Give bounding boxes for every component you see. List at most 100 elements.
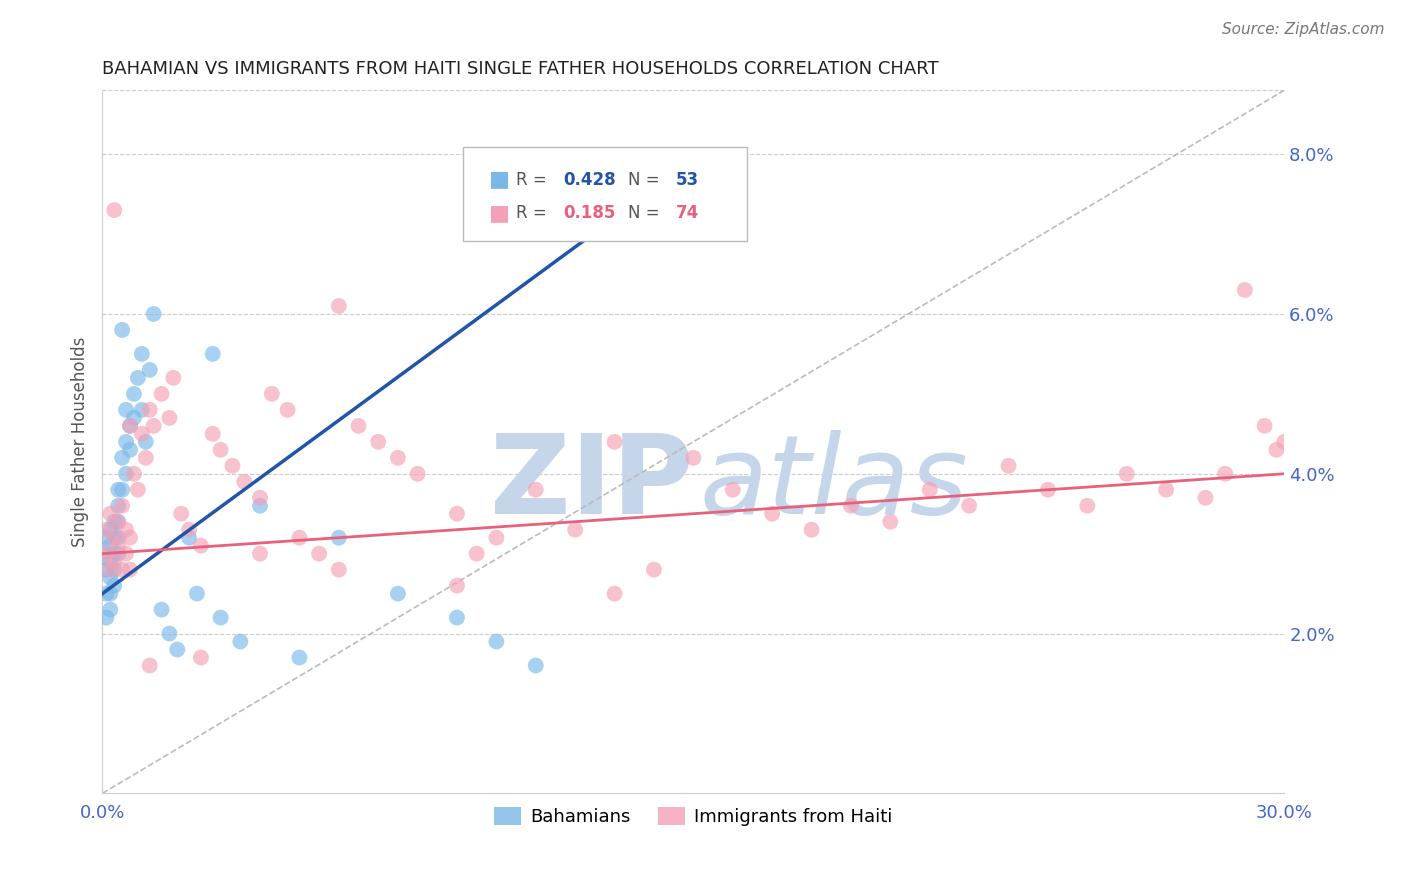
Point xyxy=(233,475,256,489)
Point xyxy=(135,434,157,449)
Point xyxy=(103,555,125,569)
Point xyxy=(277,402,299,417)
Point xyxy=(166,642,188,657)
Legend: Bahamians, Immigrants from Haiti: Bahamians, Immigrants from Haiti xyxy=(486,800,900,833)
Text: BAHAMIAN VS IMMIGRANTS FROM HAITI SINGLE FATHER HOUSEHOLDS CORRELATION CHART: BAHAMIAN VS IMMIGRANTS FROM HAITI SINGLE… xyxy=(103,60,939,78)
Text: R =: R = xyxy=(516,170,553,188)
Point xyxy=(157,626,180,640)
Point xyxy=(288,531,311,545)
Point xyxy=(328,299,350,313)
Point xyxy=(103,203,125,218)
Point xyxy=(118,418,141,433)
Point xyxy=(465,547,488,561)
Point xyxy=(111,450,134,465)
Text: 74: 74 xyxy=(676,204,699,222)
Point xyxy=(249,491,271,505)
Point xyxy=(209,442,232,457)
Point xyxy=(1233,283,1256,297)
Point xyxy=(96,586,118,600)
Point xyxy=(347,418,370,433)
Text: N =: N = xyxy=(628,170,665,188)
Point xyxy=(107,547,129,561)
Point xyxy=(1213,467,1236,481)
Point xyxy=(839,499,862,513)
Point xyxy=(103,531,125,545)
Point xyxy=(170,507,193,521)
Text: 0.185: 0.185 xyxy=(564,204,616,222)
Text: atlas: atlas xyxy=(699,431,967,538)
Point xyxy=(524,483,547,497)
Point xyxy=(96,563,118,577)
Point xyxy=(190,539,212,553)
Point xyxy=(157,410,180,425)
Point xyxy=(111,483,134,497)
Point xyxy=(190,650,212,665)
Point xyxy=(118,531,141,545)
Point xyxy=(98,571,121,585)
Point xyxy=(446,579,468,593)
Point xyxy=(957,499,980,513)
Text: ■: ■ xyxy=(489,203,510,223)
Text: ■: ■ xyxy=(489,169,510,190)
Point xyxy=(138,402,160,417)
Text: 53: 53 xyxy=(676,170,699,188)
FancyBboxPatch shape xyxy=(463,146,747,242)
Point xyxy=(111,499,134,513)
Point xyxy=(98,563,121,577)
Point xyxy=(107,499,129,513)
Point xyxy=(564,523,586,537)
Text: 0.428: 0.428 xyxy=(564,170,616,188)
Point xyxy=(1253,418,1275,433)
Point xyxy=(96,523,118,537)
Y-axis label: Single Father Households: Single Father Households xyxy=(72,336,89,547)
Point xyxy=(138,363,160,377)
Point xyxy=(186,586,208,600)
Point xyxy=(131,426,153,441)
Point xyxy=(127,371,149,385)
Point xyxy=(103,579,125,593)
Point xyxy=(201,347,224,361)
Point xyxy=(122,387,145,401)
Point xyxy=(96,547,118,561)
Point xyxy=(131,402,153,417)
Point xyxy=(1076,499,1098,513)
Point xyxy=(879,515,901,529)
Point xyxy=(387,586,409,600)
Point xyxy=(1154,483,1177,497)
Point xyxy=(308,547,330,561)
Point xyxy=(643,563,665,577)
Point xyxy=(162,371,184,385)
Point xyxy=(115,434,138,449)
Point xyxy=(96,610,118,624)
Point xyxy=(288,650,311,665)
Point xyxy=(761,507,783,521)
Point xyxy=(103,563,125,577)
Point xyxy=(103,515,125,529)
Point xyxy=(122,410,145,425)
Point xyxy=(1115,467,1137,481)
Point xyxy=(103,547,125,561)
Point xyxy=(115,402,138,417)
Text: ZIP: ZIP xyxy=(489,431,693,538)
Point xyxy=(446,610,468,624)
Point xyxy=(260,387,283,401)
Point xyxy=(229,634,252,648)
Point xyxy=(138,658,160,673)
Point xyxy=(98,507,121,521)
Point xyxy=(177,523,200,537)
Point xyxy=(98,586,121,600)
Point xyxy=(721,483,744,497)
Point xyxy=(997,458,1019,473)
Point xyxy=(150,602,173,616)
Point xyxy=(150,387,173,401)
Point xyxy=(1265,442,1288,457)
Point xyxy=(485,634,508,648)
Point xyxy=(682,450,704,465)
Point xyxy=(127,483,149,497)
Point xyxy=(135,450,157,465)
Point xyxy=(1272,434,1295,449)
Point xyxy=(328,563,350,577)
Point xyxy=(107,539,129,553)
Point xyxy=(111,323,134,337)
Point xyxy=(98,523,121,537)
